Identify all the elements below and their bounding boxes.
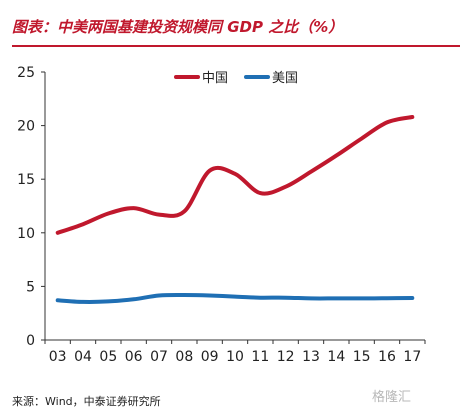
data-point [411,297,414,299]
data-point [132,298,135,301]
legend-label: 美国 [272,71,298,86]
x-tick-label: 07 [150,349,168,365]
y-tick-label: 25 [17,65,35,81]
data-point [411,116,414,118]
x-tick-label: 09 [201,349,219,365]
y-tick-label: 10 [17,226,35,242]
data-point [208,169,211,172]
source-note: 来源：Wind，中泰证券研究所 [12,395,161,408]
x-tick-label: 11 [251,349,269,365]
data-point [82,301,84,303]
y-tick-label: 20 [17,119,35,135]
data-point [158,213,160,216]
data-point [107,300,110,303]
data-point [158,294,160,297]
x-tick-label: 14 [327,349,345,365]
chart-title: 图表：中美两国基建投资规模同 GDP 之比（%） [12,18,344,36]
x-tick-label: 12 [277,349,295,365]
title-divider [12,45,460,47]
x-tick-label: 04 [74,349,92,365]
x-tick-label: 03 [49,349,67,365]
x-tick-label: 17 [403,349,421,365]
data-point [360,137,363,140]
legend-label: 中国 [202,71,228,86]
x-tick-label: 15 [353,349,371,365]
data-point [310,297,312,300]
x-tick-label: 13 [302,349,320,365]
x-tick-label: 16 [378,349,396,365]
x-tick-label: 10 [226,349,244,365]
y-tick-label: 5 [26,279,35,295]
data-point [132,207,135,209]
x-tick-label: 08 [175,349,193,365]
data-point [386,297,388,299]
data-point [107,212,110,215]
data-point [259,192,262,194]
watermark-logo: 格隆汇 [372,390,412,405]
data-point [310,170,312,173]
y-tick-label: 0 [26,333,35,349]
data-point [82,223,84,226]
data-point [284,185,287,188]
data-point [234,173,236,175]
data-point [208,294,211,297]
series-line-1 [55,115,415,235]
data-point [335,297,338,300]
data-point [183,294,186,296]
data-point [360,297,363,300]
data-point [335,154,338,157]
y-tick-label: 15 [17,172,35,188]
data-point [183,210,186,213]
data-point [56,299,59,302]
data-point [234,295,236,298]
data-point [284,296,287,299]
x-tick-label: 05 [99,349,117,365]
x-tick-label: 06 [125,349,143,365]
data-point [56,232,59,234]
data-point [386,121,388,124]
data-point [259,296,262,299]
